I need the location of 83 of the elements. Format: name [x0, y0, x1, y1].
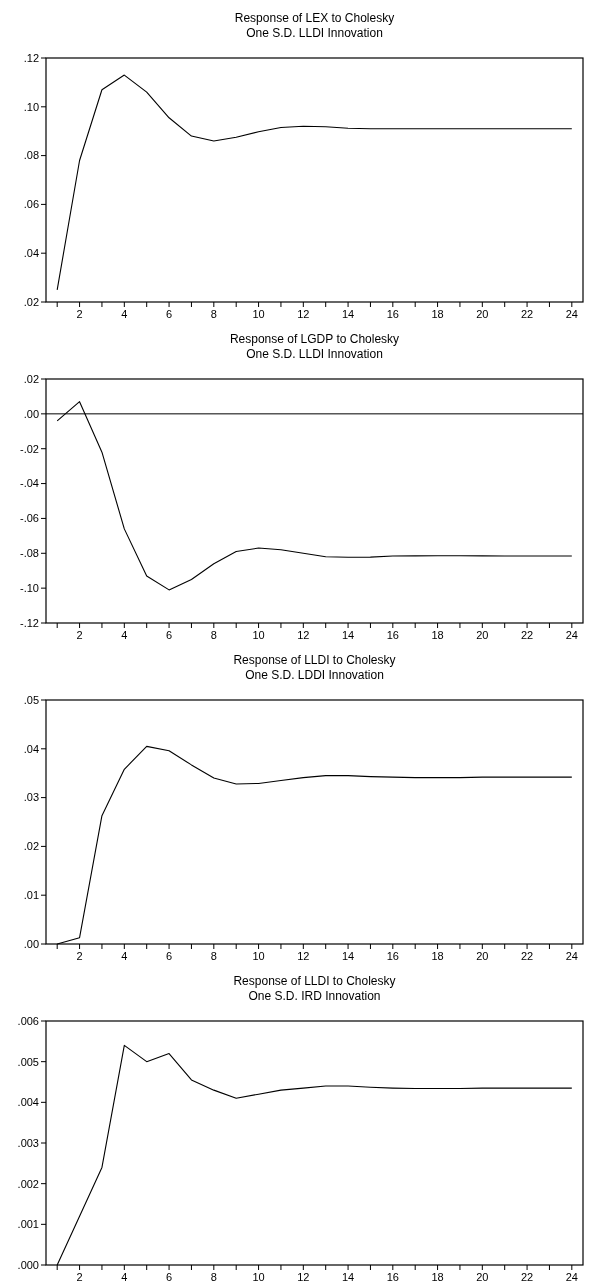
y-tick-label: -.06: [20, 512, 39, 525]
x-tick-label: 4: [121, 1271, 128, 1283]
y-tick-label: -.10: [20, 581, 39, 594]
x-tick-label: 12: [297, 1271, 310, 1283]
x-tick-label: 22: [520, 308, 534, 320]
chart-title: Response of LEX to Cholesky: [234, 11, 395, 25]
x-tick-label: 4: [121, 308, 128, 320]
x-tick-label: 14: [341, 629, 355, 641]
x-tick-label: 6: [166, 1271, 173, 1283]
y-tick-label: -.04: [20, 477, 39, 490]
y-tick-label: .04: [23, 742, 39, 755]
x-tick-label: 8: [210, 950, 217, 962]
x-tick-label: 12: [297, 950, 310, 962]
x-tick-label: 18: [431, 1271, 444, 1283]
x-tick-label: 18: [431, 308, 444, 320]
chart-subtitle: One S.D. LLDI Innovation: [246, 26, 383, 40]
x-tick-label: 10: [252, 308, 265, 320]
y-tick-label: .10: [23, 100, 39, 113]
y-tick-label: .006: [17, 1014, 39, 1027]
x-tick-label: 20: [476, 950, 489, 962]
x-tick-label: 16: [386, 629, 399, 641]
y-tick-label: .04: [23, 247, 39, 260]
y-tick-label: .00: [23, 937, 39, 950]
x-tick-label: 10: [252, 1271, 265, 1283]
x-tick-label: 22: [520, 1271, 534, 1283]
x-tick-label: 6: [166, 629, 173, 641]
y-tick-label: .08: [23, 149, 39, 162]
y-tick-label: .02: [23, 372, 39, 385]
x-tick-label: 24: [565, 629, 578, 641]
y-tick-label: .005: [17, 1055, 39, 1068]
y-tick-label: .001: [17, 1218, 39, 1231]
y-tick-label: -.12: [20, 616, 39, 629]
x-tick-label: 14: [341, 1271, 355, 1283]
x-tick-label: 4: [121, 950, 128, 962]
x-tick-label: 4: [121, 629, 128, 641]
x-tick-label: 24: [565, 308, 578, 320]
x-tick-label: 22: [520, 950, 534, 962]
chart-title: Response of LGDP to Cholesky: [229, 332, 400, 346]
x-tick-label: 20: [476, 629, 489, 641]
x-tick-label: 14: [341, 950, 355, 962]
y-tick-label: .05: [23, 693, 39, 706]
chart-subtitle: One S.D. LDDI Innovation: [245, 668, 384, 682]
x-tick-label: 10: [252, 629, 265, 641]
y-tick-label: .003: [17, 1136, 39, 1149]
y-tick-label: .02: [23, 840, 39, 853]
x-tick-label: 2: [76, 1271, 83, 1283]
x-tick-label: 24: [565, 950, 578, 962]
x-tick-label: 18: [431, 629, 444, 641]
y-tick-label: .00: [23, 407, 39, 420]
x-tick-label: 10: [252, 950, 265, 962]
x-tick-label: 12: [297, 629, 310, 641]
x-tick-label: 12: [297, 308, 310, 320]
y-tick-label: .01: [23, 889, 39, 902]
x-tick-label: 2: [76, 308, 83, 320]
x-tick-label: 16: [386, 308, 399, 320]
y-tick-label: -.02: [20, 442, 39, 455]
x-tick-label: 2: [76, 950, 83, 962]
x-tick-label: 6: [166, 950, 173, 962]
chart-subtitle: One S.D. LLDI Innovation: [246, 347, 383, 361]
x-tick-label: 18: [431, 950, 444, 962]
x-tick-label: 16: [386, 950, 399, 962]
x-tick-label: 8: [210, 308, 217, 320]
x-tick-label: 14: [341, 308, 355, 320]
y-tick-label: .004: [17, 1096, 39, 1109]
y-tick-label: .02: [23, 295, 39, 308]
x-tick-label: 20: [476, 1271, 489, 1283]
y-tick-label: .03: [23, 791, 39, 804]
x-tick-label: 8: [210, 1271, 217, 1283]
x-tick-label: 8: [210, 629, 217, 641]
y-tick-label: .000: [17, 1258, 39, 1271]
y-tick-label: .06: [23, 198, 39, 211]
x-tick-label: 20: [476, 308, 489, 320]
x-tick-label: 2: [76, 629, 83, 641]
y-tick-label: .12: [23, 51, 39, 64]
x-tick-label: 24: [565, 1271, 578, 1283]
chart-title: Response of LLDI to Cholesky: [233, 974, 396, 988]
x-tick-label: 6: [166, 308, 173, 320]
chart-subtitle: One S.D. IRD Innovation: [248, 989, 381, 1003]
x-tick-label: 22: [520, 629, 534, 641]
y-tick-label: -.08: [20, 547, 39, 560]
chart-title: Response of LLDI to Cholesky: [233, 653, 396, 667]
y-tick-label: .002: [17, 1177, 39, 1190]
x-tick-label: 16: [386, 1271, 399, 1283]
